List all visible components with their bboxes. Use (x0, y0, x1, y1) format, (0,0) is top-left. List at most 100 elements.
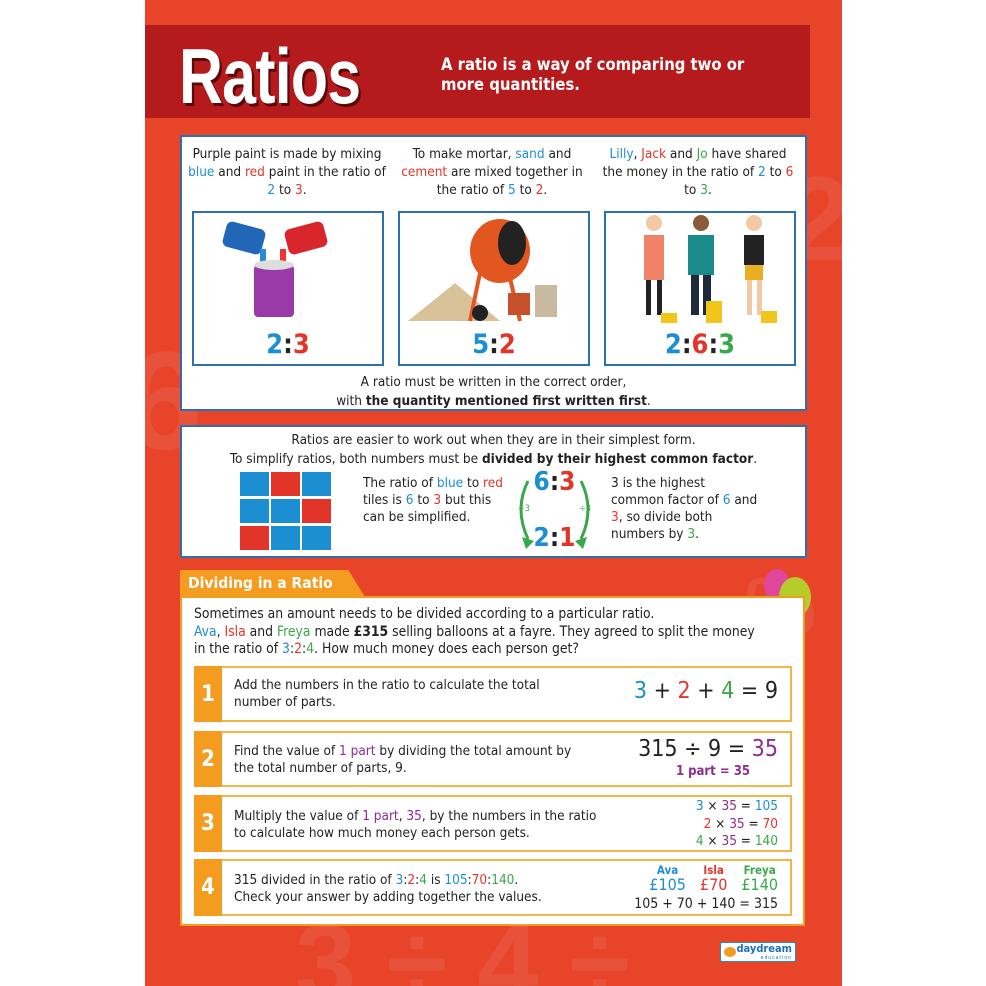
person-share: Freya £140 (741, 864, 778, 894)
text-segment: . (753, 451, 758, 467)
text-segment: are mixed together in the ratio of (436, 164, 583, 198)
text-segment: × (703, 833, 722, 849)
text-segment: 6 (785, 164, 794, 180)
ratio-after: 2:1 (512, 523, 597, 553)
red-tile (271, 472, 300, 496)
cement-mixer-illustration (408, 219, 557, 322)
calculation-line: 2 × 35 = 70 (696, 816, 778, 834)
text-segment: . (514, 872, 519, 888)
step-number: 4 (194, 859, 222, 916)
text-segment: , (633, 146, 642, 162)
blue-tile (240, 499, 269, 523)
text-segment: and (245, 623, 277, 640)
text-segment: to (684, 182, 701, 198)
simplify-left-text: The ratio of blue to red tiles is 6 to 3… (363, 475, 503, 526)
logo-mark-icon (724, 947, 736, 957)
red-tile (302, 499, 331, 523)
text-segment: : (283, 329, 293, 360)
text-segment: , (216, 623, 225, 640)
text-segment: 35 (729, 815, 745, 832)
step-calculations: 3 × 35 = 105 2 × 35 = 70 4 × 35 = 140 (696, 798, 778, 851)
text-segment: 4 (306, 641, 315, 657)
text-segment: . How much money does each person get? (314, 641, 579, 657)
person-amount: £140 (741, 875, 778, 894)
step-text: Multiply the value of 1 part, 35, by the… (234, 808, 604, 842)
text-segment: red (483, 475, 503, 491)
text-segment: To simplify ratios, both numbers must be (229, 451, 482, 467)
text-segment: blue (436, 475, 464, 491)
text-segment: 70 (762, 815, 778, 832)
text-segment: 6 (691, 329, 709, 360)
section-heading-dividing: Dividing in a Ratio (180, 570, 365, 597)
example-text: To make mortar, sand and cement are mixe… (392, 145, 592, 199)
text-segment: : (549, 467, 560, 497)
text-segment: 1 part = (675, 764, 734, 779)
step-number: 1 (194, 666, 222, 722)
text-segment: To make mortar, (412, 146, 516, 162)
text-segment: Freya (276, 623, 311, 640)
text-segment: . (707, 182, 712, 198)
order-note: A ratio must be written in the correct o… (182, 373, 805, 411)
text-segment: divided by their highest common factor (481, 451, 754, 467)
text-segment: The ratio of (363, 475, 437, 491)
text-segment: and (666, 146, 697, 162)
text-segment: = (744, 815, 763, 832)
text-segment: to (413, 492, 434, 508)
check-sum: 105 + 70 + 140 = 315 (634, 896, 778, 912)
text-segment: × (703, 798, 722, 814)
blue-tile (302, 472, 331, 496)
text-segment: 35 (721, 798, 737, 814)
text-segment: 2 (677, 678, 691, 704)
text-segment: Lilly (609, 146, 634, 162)
text-segment: : (403, 872, 408, 888)
text-segment: Purple paint is made by mixing (192, 146, 382, 162)
arrows-icon (519, 480, 590, 549)
tile-grid (240, 472, 332, 552)
page-subtitle: A ratio is a way of comparing two or mor… (441, 55, 745, 94)
three-people-illustration (644, 215, 777, 323)
text-segment: , so divide both numbers by (611, 509, 713, 542)
page-title: Ratios (179, 32, 361, 120)
example-image-box: 2:6:3 (604, 211, 796, 366)
text-segment: is (426, 872, 445, 888)
text-segment: 1 (559, 523, 576, 553)
text-segment: blue (188, 164, 215, 180)
divisor-label: ÷3 (518, 504, 530, 514)
share-results: Ava £105 Isla £70 Freya £140 (649, 864, 778, 894)
text-segment: 3 (295, 182, 303, 198)
text-segment: . (646, 393, 651, 409)
text-segment: Add the numbers in the ratio to calculat… (234, 677, 540, 710)
simplify-intro: Ratios are easier to work out when they … (182, 431, 805, 469)
text-segment: 6 (405, 492, 414, 508)
text-segment: Ava (194, 623, 217, 640)
divisor-label: ÷3 (579, 504, 591, 514)
text-segment: Jack (641, 146, 667, 162)
simplify-diagram: 6:3 2:1 ÷3 ÷3 (512, 467, 597, 553)
text-segment: 2 (407, 872, 416, 888)
person-amount: £105 (649, 875, 686, 894)
text-segment: Isla (224, 623, 246, 640)
text-segment: : (289, 641, 295, 657)
text-segment: 35 (721, 833, 737, 849)
text-segment: 6 (722, 492, 731, 508)
logo-subtext: education (760, 955, 792, 961)
text-segment: Check your answer by adding together the… (234, 889, 542, 905)
text-segment: 1 part (362, 808, 399, 824)
text-segment: 2 (533, 523, 550, 553)
text-segment: by dividing the total amount by the tota… (234, 743, 572, 776)
text-segment: made (310, 623, 354, 640)
person-name: Isla (703, 863, 724, 877)
text-segment: . (302, 182, 307, 198)
dividing-intro: Sometimes an amount needs to be divided … (194, 606, 764, 659)
text-segment: 140 (754, 833, 778, 849)
text-segment: + (690, 678, 722, 704)
text-segment: . (543, 182, 548, 198)
text-segment: : (681, 329, 692, 360)
text-segment: 5 (507, 182, 516, 198)
step-number: 2 (194, 731, 222, 787)
text-segment: to (463, 475, 484, 491)
text-segment: 2 (498, 329, 516, 360)
dividing-panel: Sometimes an amount needs to be divided … (180, 596, 805, 926)
example-text: Purple paint is made by mixing blue and … (187, 145, 387, 199)
person-name: Ava (656, 863, 679, 877)
